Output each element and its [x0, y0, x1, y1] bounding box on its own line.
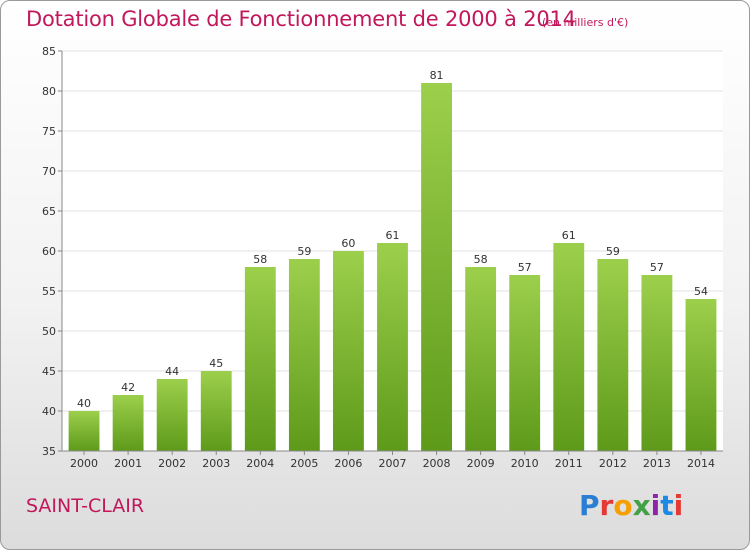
value-label-2006: 60	[341, 237, 355, 250]
x-tick-label-2013: 2013	[643, 457, 671, 470]
value-label-2014: 54	[694, 285, 708, 298]
value-label-2002: 44	[165, 365, 179, 378]
x-tick-label-2005: 2005	[290, 457, 318, 470]
bar-2004[interactable]	[244, 267, 276, 451]
value-label-2004: 58	[253, 253, 267, 266]
logo-letter: i	[673, 489, 684, 522]
bar-2003[interactable]	[200, 371, 232, 451]
logo-letter: i	[650, 489, 661, 522]
bar-2012[interactable]	[597, 259, 629, 451]
bar-2002[interactable]	[156, 379, 188, 451]
x-tick-label-2009: 2009	[467, 457, 495, 470]
x-axis: 2000 2001 2002 2003 2004 2005 2006 2007 2008 2009…	[62, 450, 723, 470]
bar-2013[interactable]	[641, 275, 673, 451]
commune-name: SAINT-CLAIR	[26, 495, 145, 517]
value-label-2010: 57	[518, 261, 532, 274]
x-tick-label-2002: 2002	[158, 457, 186, 470]
y-tick-label: 60	[42, 245, 56, 258]
proxiti-logo[interactable]: Proxiti	[579, 489, 683, 522]
chart-units: (en milliers d'€)	[542, 16, 629, 29]
x-tick-label-2007: 2007	[379, 457, 407, 470]
bar-2011[interactable]	[553, 243, 585, 451]
value-label-2012: 59	[606, 245, 620, 258]
value-label-2000: 40	[77, 397, 91, 410]
logo-letter: o	[613, 489, 633, 522]
y-tick-label: 45	[42, 365, 56, 378]
y-axis: 35 40 45 50 55 60 65 70 75 80 85	[42, 45, 63, 458]
x-tick-label-2010: 2010	[511, 457, 539, 470]
y-tick-label: 65	[42, 205, 56, 218]
logo-letter: r	[599, 489, 614, 522]
bar-2009[interactable]	[465, 267, 497, 451]
y-tick-label: 85	[42, 45, 56, 58]
bar-2001[interactable]	[112, 395, 144, 451]
bar-2008[interactable]	[421, 83, 452, 451]
x-tick-label-2008: 2008	[423, 457, 451, 470]
y-tick-label: 80	[42, 85, 56, 98]
value-label-2009: 58	[474, 253, 488, 266]
x-tick-label-2003: 2003	[202, 457, 230, 470]
logo-letter: P	[579, 489, 600, 522]
y-tick-label: 50	[42, 325, 56, 338]
bars: 40 42 44 45 58 59 60 61 81 58 57 61 59 57 54	[68, 69, 717, 451]
y-tick-label: 70	[42, 165, 56, 178]
value-label-2003: 45	[209, 357, 223, 370]
bar-2007[interactable]	[377, 243, 408, 451]
x-tick-label-2012: 2012	[599, 457, 627, 470]
bar-2006[interactable]	[333, 251, 364, 451]
x-tick-label-2006: 2006	[334, 457, 362, 470]
x-tick-label-2001: 2001	[114, 457, 142, 470]
value-label-2001: 42	[121, 381, 135, 394]
y-tick-label: 40	[42, 405, 56, 418]
logo-letter: x	[632, 489, 651, 522]
x-tick-label-2000: 2000	[70, 457, 98, 470]
value-label-2005: 59	[297, 245, 311, 258]
bar-2014[interactable]	[685, 299, 717, 451]
x-tick-label-2011: 2011	[555, 457, 583, 470]
bar-2000[interactable]	[68, 411, 100, 451]
bar-2010[interactable]	[509, 275, 541, 451]
chart-title: Dotation Globale de Fonctionnement de 20…	[26, 7, 576, 31]
y-tick-label: 75	[42, 125, 56, 138]
y-tick-label: 35	[42, 445, 56, 458]
value-label-2011: 61	[562, 229, 576, 242]
value-label-2013: 57	[650, 261, 664, 274]
bar-2005[interactable]	[288, 259, 320, 451]
value-label-2007: 61	[386, 229, 400, 242]
value-label-2008: 81	[430, 69, 444, 82]
x-tick-label-2014: 2014	[687, 457, 715, 470]
logo-letter: t	[660, 489, 674, 522]
y-tick-label: 55	[42, 285, 56, 298]
x-tick-label-2004: 2004	[246, 457, 274, 470]
